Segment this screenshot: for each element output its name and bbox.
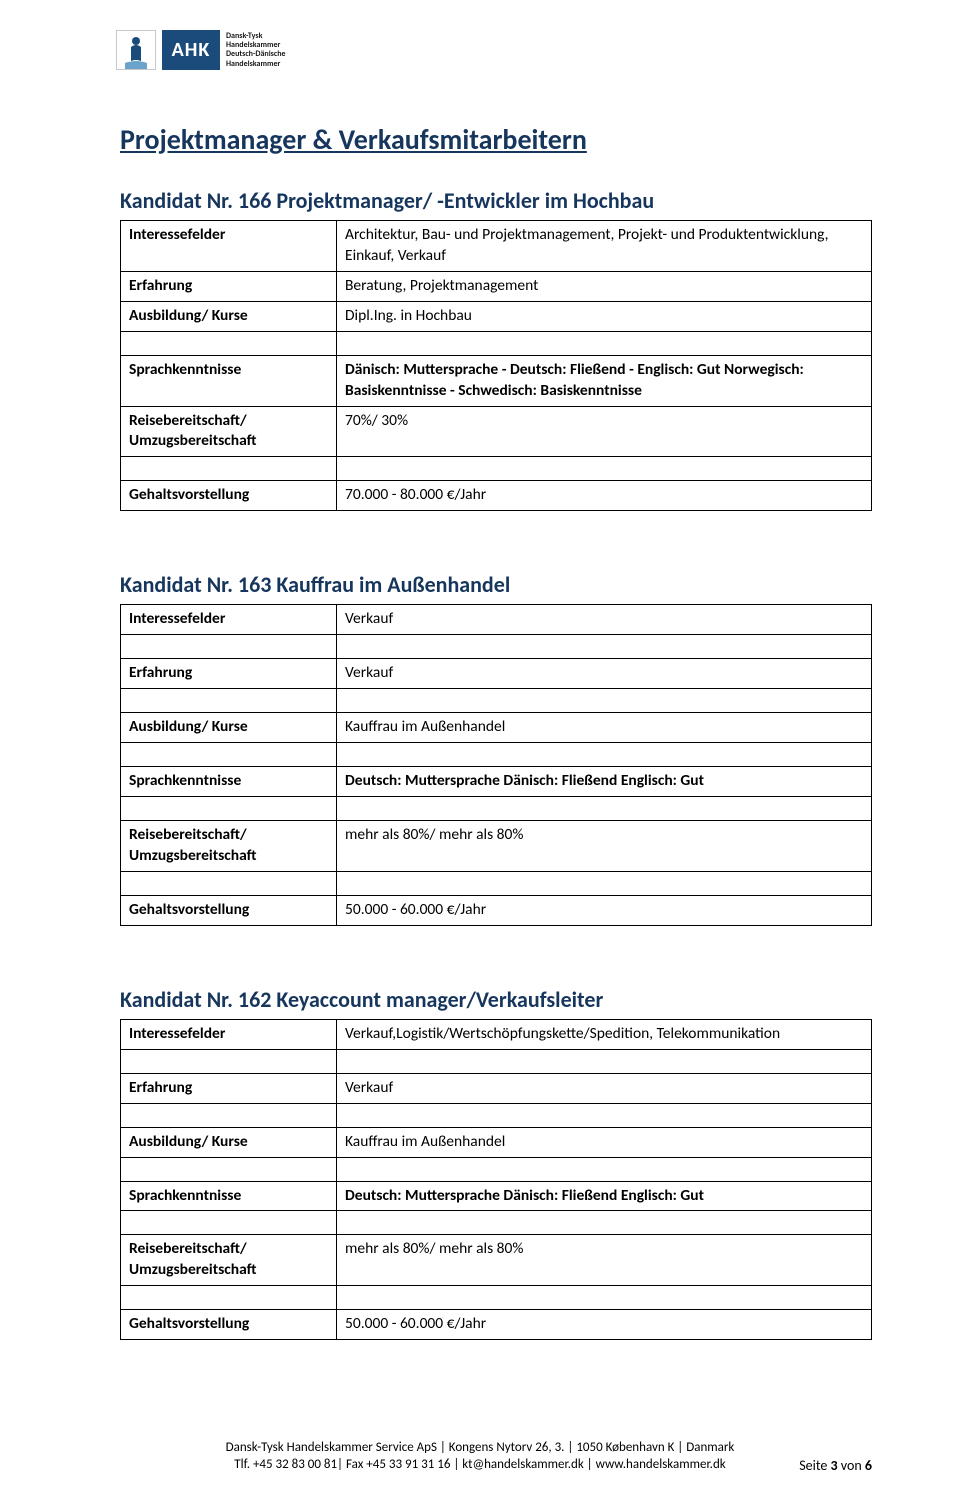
row-value: Dipl.Ing. in Hochbau [337,301,872,331]
row-value: Dänisch: Muttersprache - Deutsch: Fließe… [337,355,872,406]
table-row: ErfahrungBeratung, Projektmanagement [121,271,872,301]
logo-line: Handelskammer [226,60,286,69]
table-row: Ausbildung/ KurseDipl.Ing. in Hochbau [121,301,872,331]
table-spacer [121,1103,872,1127]
logo-ahk-text: AHK [172,38,211,62]
candidate-nr: Kandidat Nr. 163 [120,571,271,598]
page-number-middle: von [838,1457,865,1474]
row-label: Reisebereitschaft/ Umzugsbereitschaft [121,1235,337,1286]
logo-ahk-box: AHK [162,30,220,70]
row-label: Gehaltsvorstellung [121,895,337,925]
row-label: Erfahrung [121,1073,337,1103]
candidate-table-163: InteressefelderVerkauf ErfahrungVerkauf … [120,604,872,925]
table-spacer [121,635,872,659]
table-row: Gehaltsvorstellung50.000 - 60.000 €/Jahr [121,1310,872,1340]
row-value: 70.000 - 80.000 €/Jahr [337,481,872,511]
row-value: Architektur, Bau- und Projektmanagement,… [337,221,872,272]
row-label: Sprachkenntnisse [121,355,337,406]
row-value: mehr als 80%/ mehr als 80% [337,1235,872,1286]
table-spacer [121,689,872,713]
row-label: Ausbildung/ Kurse [121,1127,337,1157]
row-value: Kauffrau im Außenhandel [337,1127,872,1157]
table-spacer [121,457,872,481]
candidate-title: Keyaccount manager/Verkaufsleiter [276,986,603,1013]
row-label: Ausbildung/ Kurse [121,301,337,331]
row-label: Ausbildung/ Kurse [121,713,337,743]
table-spacer [121,1157,872,1181]
row-label: Erfahrung [121,271,337,301]
row-value: 70%/ 30% [337,406,872,457]
candidate-nr: Kandidat Nr. 162 [120,986,271,1013]
candidate-heading-163: Kandidat Nr. 163 Kauffrau im Außenhandel [120,571,872,598]
table-row: Reisebereitschaft/ Umzugsbereitschaftmeh… [121,1235,872,1286]
row-value: Beratung, Projektmanagement [337,271,872,301]
page-number: Seite 3 von 6 [799,1457,872,1474]
row-label: Interessefelder [121,605,337,635]
row-label: Reisebereitschaft/ Umzugsbereitschaft [121,820,337,871]
table-row: Ausbildung/ KurseKauffrau im Außenhandel [121,713,872,743]
row-value: Verkauf [337,605,872,635]
table-row: Ausbildung/ KurseKauffrau im Außenhandel [121,1127,872,1157]
candidate-nr: Kandidat Nr. 166 [120,187,271,214]
page-number-current: 3 [831,1457,838,1474]
row-value: 50.000 - 60.000 €/Jahr [337,1310,872,1340]
candidate-table-162: InteressefelderVerkauf,Logistik/Wertschö… [120,1019,872,1340]
table-row: Sprachkenntnisse Deutsch: Muttersprache D… [121,767,872,797]
row-label: Sprachkenntnisse [121,1181,337,1211]
row-value-bold: Dänisch: Muttersprache - Deutsch: Fließe… [345,360,804,400]
table-spacer [121,331,872,355]
row-value: 50.000 - 60.000 €/Jahr [337,895,872,925]
row-value: Verkauf [337,659,872,689]
candidate-title: Kauffrau im Außenhandel [276,571,510,598]
header-logo: AHK Dansk-Tysk Handelskammer Deutsch-Dän… [116,30,872,70]
table-row: InteressefelderVerkauf,Logistik/Wertschö… [121,1019,872,1049]
row-label: Interessefelder [121,221,337,272]
table-row: ErfahrungVerkauf [121,1073,872,1103]
table-row: Gehaltsvorstellung50.000 - 60.000 €/Jahr [121,895,872,925]
footer-line-1: Dansk-Tysk Handelskammer Service ApS | K… [0,1440,960,1457]
table-row: Sprachkenntnisse Deutsch: Muttersprache D… [121,1181,872,1211]
table-spacer [121,1286,872,1310]
row-value-bold: Deutsch: Muttersprache Dänisch: Fließend… [345,1186,704,1205]
candidate-table-166: InteressefelderArchitektur, Bau- und Pro… [120,220,872,511]
table-row: Gehaltsvorstellung70.000 - 80.000 €/Jahr [121,481,872,511]
logo-subtitle: Dansk-Tysk Handelskammer Deutsch-Dänisch… [226,30,286,69]
row-value: Deutsch: Muttersprache Dänisch: Fließend… [337,1181,872,1211]
page-title: Projektmanager & Verkaufsmitarbeitern [120,122,872,157]
page-number-prefix: Seite [799,1457,830,1474]
candidate-title: Projektmanager/ -Entwickler im Hochbau [276,187,654,214]
table-spacer [121,796,872,820]
table-row: InteressefelderArchitektur, Bau- und Pro… [121,221,872,272]
row-label: Reisebereitschaft/ Umzugsbereitschaft [121,406,337,457]
logo-figure-icon [116,30,156,70]
table-spacer [121,871,872,895]
row-label: Interessefelder [121,1019,337,1049]
table-row: SprachkenntnisseDänisch: Muttersprache -… [121,355,872,406]
row-value: Verkauf,Logistik/Wertschöpfungskette/Spe… [337,1019,872,1049]
table-spacer [121,1049,872,1073]
row-value: mehr als 80%/ mehr als 80% [337,820,872,871]
page-number-total: 6 [865,1457,872,1474]
table-row: ErfahrungVerkauf [121,659,872,689]
row-value-bold: Deutsch: Muttersprache Dänisch: Fließend… [345,771,704,790]
row-label: Sprachkenntnisse [121,767,337,797]
table-row: Reisebereitschaft/ Umzugsbereitschaftmeh… [121,820,872,871]
row-value: Verkauf [337,1073,872,1103]
row-value: Deutsch: Muttersprache Dänisch: Fließend… [337,767,872,797]
table-spacer [121,743,872,767]
row-label: Gehaltsvorstellung [121,1310,337,1340]
row-label: Erfahrung [121,659,337,689]
candidate-heading-162: Kandidat Nr. 162 Keyaccount manager/Verk… [120,986,872,1013]
row-label: Gehaltsvorstellung [121,481,337,511]
candidate-heading-166: Kandidat Nr. 166 Projektmanager/ -Entwic… [120,187,872,214]
table-row: Reisebereitschaft/ Umzugsbereitschaft70%… [121,406,872,457]
table-spacer [121,1211,872,1235]
row-value: Kauffrau im Außenhandel [337,713,872,743]
table-row: InteressefelderVerkauf [121,605,872,635]
